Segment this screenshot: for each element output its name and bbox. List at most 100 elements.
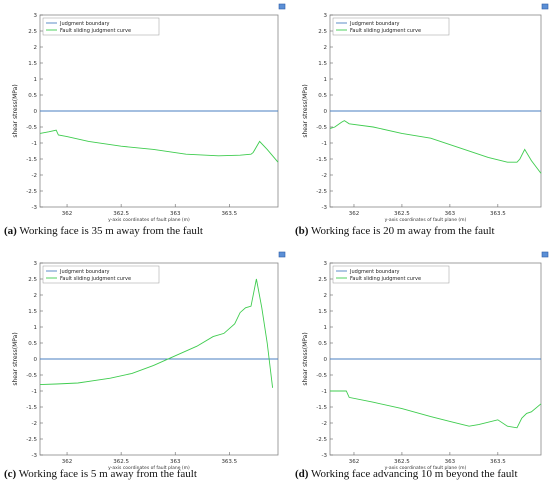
y-tick-label-b: -1: [322, 141, 327, 147]
x-tick-label-b: 363.5: [490, 211, 506, 217]
y-axis-label-d: shear stress(MPa): [302, 332, 309, 385]
x-axis-label-a: y-axis coordinates of fault plane (m): [108, 217, 190, 223]
y-tick-label-c: 0.5: [28, 341, 37, 347]
y-tick-label-a: -3: [32, 205, 38, 211]
legend-box-a: [42, 17, 160, 36]
caption-b: (b) Working face is 20 m away from the f…: [295, 225, 495, 237]
y-tick-label-a: 1.5: [28, 61, 37, 67]
legend-label-d: Judgment boundary: [349, 269, 400, 275]
y-tick-label-b: -0.5: [316, 125, 327, 131]
y-tick-label-d: 0: [324, 357, 328, 363]
legend-label-b: Judgment boundary: [349, 21, 400, 27]
y-tick-label-c: 2.5: [28, 277, 37, 283]
caption-c: (c) Working face is 5 m away from the fa…: [4, 468, 197, 480]
legend-label-c: Judgment boundary: [59, 269, 110, 275]
chart-b: -3 -2.5 -2 -1.5 -1 -0.5 0 0.5 1 1.5 2 2.5 3 362 362.5 3…: [302, 3, 549, 223]
x-tick-label-a: 363: [170, 211, 181, 217]
caption-b-text: Working face is 20 m away from the fault: [308, 225, 495, 237]
series-line-b-sliding-curve: [329, 120, 542, 174]
legend-label-c: Fault sliding judgment curve: [60, 276, 131, 282]
x-tick-label-d: 362: [349, 459, 360, 465]
y-tick-label-a: 2.5: [28, 29, 37, 35]
x-tick-label-b: 362.5: [394, 211, 410, 217]
chart-c: -3 -2.5 -2 -1.5 -1 -0.5 0 0.5 1 1.5 2 2.5 3 362 362.5 3…: [12, 251, 286, 471]
y-tick-label-d: -2: [322, 421, 327, 427]
legend-label-d: Fault sliding judgment curve: [350, 276, 421, 282]
y-tick-label-d: 2.5: [318, 277, 327, 283]
y-tick-label-c: 2: [34, 293, 38, 299]
y-tick-label-c: 0: [34, 357, 38, 363]
y-tick-label-d: -3: [322, 453, 328, 459]
window-glyph-icon-a: [278, 3, 286, 10]
y-tick-label-b: -2.5: [316, 189, 327, 195]
y-tick-label-a: 3: [34, 13, 38, 19]
y-tick-label-d: 0.5: [318, 341, 327, 347]
y-tick-label-d: -1.5: [316, 405, 327, 411]
x-axis-label-d: y-axis coordinates of fault plane (m): [385, 465, 467, 471]
y-tick-label-b: 0: [324, 109, 328, 115]
caption-d: (d) Working face advancing 10 m beyond t…: [295, 468, 518, 480]
y-tick-label-d: 1: [324, 325, 328, 331]
x-tick-label-b: 363: [445, 211, 456, 217]
y-axis-label-a: shear stress(MPa): [12, 84, 19, 137]
x-tick-label-d: 362.5: [394, 459, 410, 465]
x-tick-label-b: 362: [349, 211, 360, 217]
x-tick-label-c: 362.5: [113, 459, 129, 465]
y-tick-label-b: 3: [324, 13, 328, 19]
window-glyph-icon-c: [278, 251, 286, 258]
x-tick-label-c: 363: [170, 459, 181, 465]
y-tick-label-c: -1.5: [26, 405, 37, 411]
x-tick-label-a: 362.5: [113, 211, 129, 217]
y-tick-label-c: 3: [34, 261, 38, 267]
legend-box-b: [332, 17, 450, 36]
y-tick-label-a: 0.5: [28, 93, 37, 99]
caption-a-letter: (a): [4, 225, 17, 237]
legend-box-d: [332, 265, 450, 284]
series-line-c-sliding-curve: [39, 278, 274, 388]
y-axis-label-c: shear stress(MPa): [12, 332, 19, 385]
y-axis-label-b: shear stress(MPa): [302, 84, 309, 137]
y-tick-label-a: -2.5: [26, 189, 37, 195]
y-tick-label-d: -1: [322, 389, 327, 395]
x-axis-label-b: y-axis coordinates of fault plane (m): [385, 217, 467, 223]
caption-a-text: Working face is 35 m away from the fault: [16, 225, 203, 237]
y-tick-label-c: -2.5: [26, 437, 37, 443]
caption-a: (a) Working face is 35 m away from the f…: [4, 225, 203, 237]
y-tick-label-c: -3: [32, 453, 38, 459]
x-tick-label-d: 363.5: [490, 459, 506, 465]
y-tick-label-d: 2: [324, 293, 328, 299]
chart-d: -3 -2.5 -2 -1.5 -1 -0.5 0 0.5 1 1.5 2 2.5 3 362 362.5 3…: [302, 251, 549, 471]
y-tick-label-a: 2: [34, 45, 38, 51]
y-tick-label-c: -2: [32, 421, 37, 427]
y-tick-label-b: 2: [324, 45, 328, 51]
legend-label-a: Fault sliding judgment curve: [60, 28, 131, 34]
legend-box-c: [42, 265, 160, 284]
x-axis-label-c: y-axis coordinates of fault plane (m): [108, 465, 190, 471]
x-tick-label-c: 363.5: [221, 459, 237, 465]
y-tick-label-b: 1: [324, 77, 328, 83]
y-tick-label-b: -3: [322, 205, 328, 211]
y-tick-label-c: -1: [32, 389, 37, 395]
x-tick-label-d: 363: [445, 459, 456, 465]
window-glyph-icon-d: [541, 251, 549, 258]
x-tick-label-a: 362: [62, 211, 73, 217]
series-line-a-sliding-curve: [39, 129, 279, 163]
legend-label-a: Judgment boundary: [59, 21, 110, 27]
window-glyph-icon-b: [541, 3, 549, 10]
y-tick-label-b: 0.5: [318, 93, 327, 99]
chart-a: -3 -2.5 -2 -1.5 -1 -0.5 0 0.5 1 1.5 2 2.5 3 362 362.5 3…: [12, 3, 286, 223]
x-tick-label-c: 362: [62, 459, 73, 465]
y-tick-label-c: 1: [34, 325, 38, 331]
y-tick-label-b: 1.5: [318, 61, 327, 67]
y-tick-label-a: -0.5: [26, 125, 37, 131]
caption-c-letter: (c): [4, 468, 17, 480]
legend-label-b: Fault sliding judgment curve: [350, 28, 421, 34]
y-tick-label-d: -0.5: [316, 373, 327, 379]
caption-d-letter: (d): [295, 468, 309, 480]
y-tick-label-b: -1.5: [316, 157, 327, 163]
caption-b-letter: (b): [295, 225, 309, 237]
y-tick-label-a: 1: [34, 77, 38, 83]
y-tick-label-a: -1.5: [26, 157, 37, 163]
y-tick-label-c: -0.5: [26, 373, 37, 379]
